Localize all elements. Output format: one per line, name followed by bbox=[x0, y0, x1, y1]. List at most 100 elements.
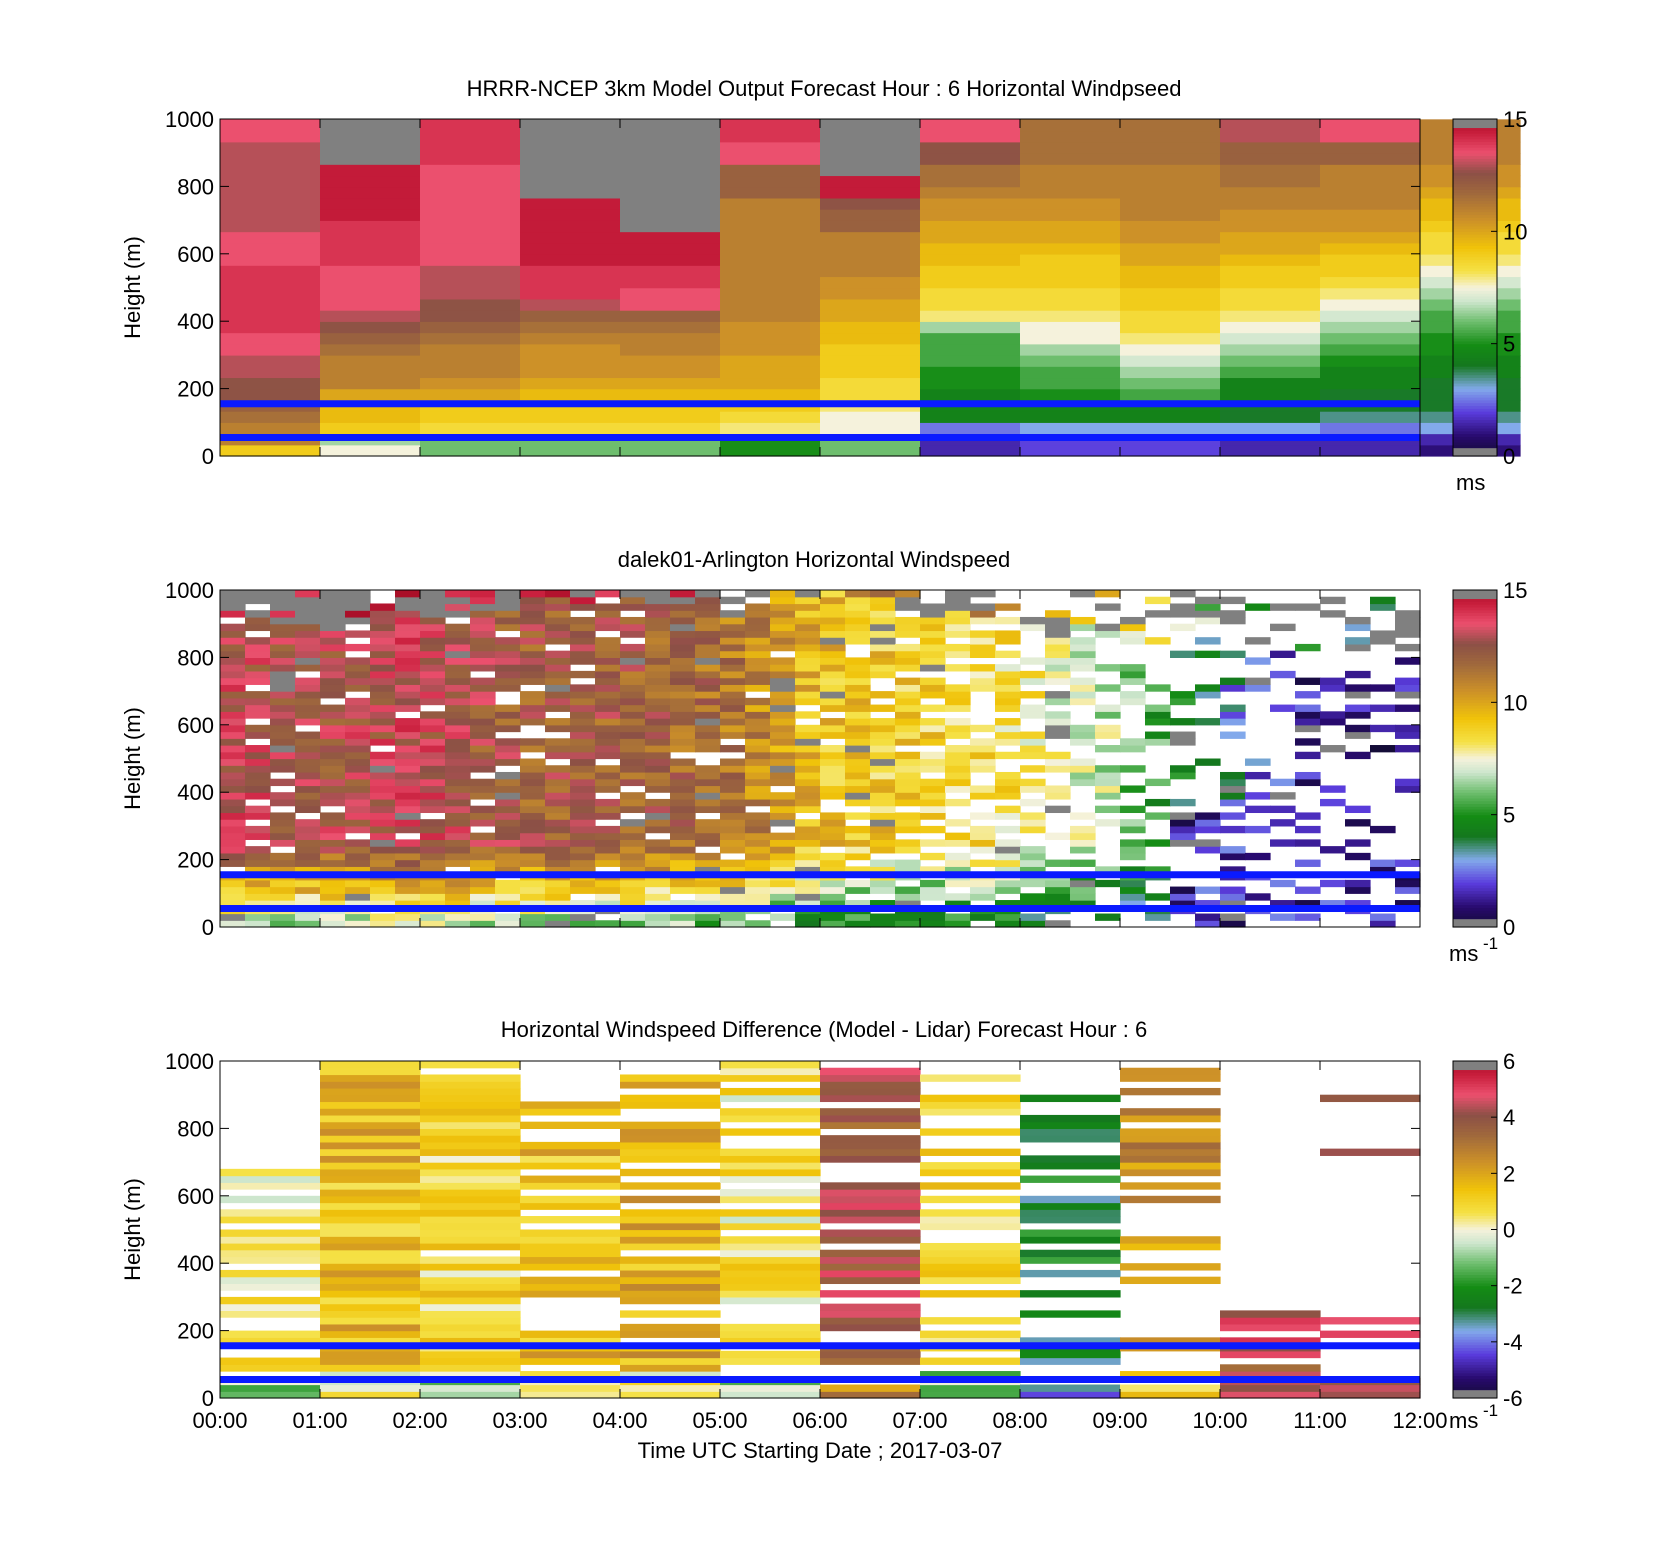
heatmap-cell bbox=[445, 691, 471, 699]
heatmap-cell bbox=[1220, 366, 1321, 379]
heatmap-cell bbox=[1295, 643, 1321, 652]
heatmap-cell bbox=[895, 623, 921, 632]
heatmap-cell bbox=[570, 704, 596, 712]
heatmap-cell bbox=[520, 1330, 621, 1338]
heatmap-cell bbox=[1220, 130, 1321, 143]
heatmap-cell bbox=[320, 785, 346, 793]
heatmap-cell bbox=[1120, 197, 1221, 210]
heatmap-cell bbox=[920, 1391, 1021, 1399]
heatmap-cell bbox=[1020, 1269, 1121, 1278]
heatmap-cell bbox=[420, 724, 446, 733]
heatmap-cell bbox=[845, 738, 871, 746]
colorbar-segment bbox=[1453, 643, 1497, 647]
heatmap-cell bbox=[620, 310, 721, 322]
heatmap-cell bbox=[1145, 718, 1171, 726]
heatmap-cell bbox=[245, 825, 271, 834]
heatmap-cell bbox=[570, 738, 596, 746]
heatmap-cell bbox=[320, 1229, 421, 1237]
heatmap-cell bbox=[620, 718, 646, 726]
heatmap-cell bbox=[745, 866, 771, 874]
heatmap-cell bbox=[220, 242, 321, 255]
heatmap-cell bbox=[870, 643, 896, 652]
colorbar-segment bbox=[1453, 1313, 1497, 1318]
heatmap-cell bbox=[870, 866, 896, 874]
colorbar-segment bbox=[1453, 1198, 1497, 1203]
heatmap-cell bbox=[895, 657, 921, 665]
colorbar-segment bbox=[1453, 321, 1497, 325]
heatmap-cell bbox=[645, 724, 671, 733]
heatmap-cell bbox=[1020, 186, 1121, 199]
heatmap-cell bbox=[945, 751, 971, 760]
heatmap-cell bbox=[420, 209, 521, 221]
heatmap-cell bbox=[795, 657, 821, 665]
heatmap-cell bbox=[245, 900, 271, 908]
colorbar-segment bbox=[1453, 814, 1497, 819]
colorbar-segment bbox=[1453, 290, 1497, 294]
heatmap-cell bbox=[1095, 778, 1121, 787]
colorbar-segment bbox=[1453, 865, 1497, 869]
heatmap-cell bbox=[1220, 197, 1321, 210]
heatmap-cell bbox=[520, 1175, 621, 1183]
colorbar-segment bbox=[1453, 324, 1497, 328]
heatmap-cell bbox=[620, 866, 646, 874]
heatmap-cell bbox=[320, 321, 421, 334]
heatmap-cell bbox=[320, 220, 421, 233]
heatmap-cell bbox=[845, 771, 871, 780]
heatmap-cell bbox=[320, 623, 346, 632]
heatmap-cell bbox=[720, 798, 746, 807]
heatmap-cell bbox=[1095, 704, 1121, 712]
heatmap-cell bbox=[320, 1108, 421, 1116]
heatmap-cell bbox=[220, 231, 321, 244]
heatmap-cell bbox=[1195, 596, 1221, 605]
heatmap-cell bbox=[920, 1094, 1021, 1103]
heatmap-cell bbox=[1370, 825, 1396, 834]
heatmap-cell bbox=[645, 596, 671, 605]
heatmap-cell bbox=[645, 805, 671, 814]
heatmap-cell bbox=[295, 738, 321, 746]
heatmap-cell bbox=[1270, 603, 1296, 611]
colorbar-unit-label: ms bbox=[1456, 470, 1485, 495]
heatmap-cell bbox=[720, 141, 821, 154]
heatmap-cell bbox=[1120, 879, 1146, 888]
heatmap-cell bbox=[720, 1168, 821, 1177]
heatmap-cell bbox=[720, 130, 821, 143]
heatmap-cell bbox=[745, 920, 771, 928]
heatmap-cell bbox=[820, 1141, 921, 1150]
heatmap-cell bbox=[570, 879, 596, 888]
heatmap-cell bbox=[920, 812, 946, 820]
colorbar-tick-label: -6 bbox=[1503, 1386, 1523, 1411]
heatmap-cell bbox=[220, 886, 246, 894]
heatmap-cell bbox=[620, 590, 646, 598]
heatmap-cell bbox=[1120, 175, 1221, 188]
colorbar-segment bbox=[1453, 231, 1497, 235]
heatmap-cell bbox=[620, 1155, 721, 1163]
heatmap-cell bbox=[1095, 603, 1121, 611]
heatmap-cell bbox=[295, 765, 321, 773]
heatmap-cell bbox=[320, 819, 346, 827]
heatmap-cell bbox=[420, 1391, 521, 1399]
heatmap-cell bbox=[1395, 677, 1421, 685]
heatmap-cell bbox=[1220, 186, 1321, 199]
heatmap-cell bbox=[420, 242, 521, 255]
colorbar-segment bbox=[1453, 192, 1497, 196]
heatmap-cell bbox=[570, 650, 596, 658]
heatmap-cell bbox=[870, 596, 896, 605]
heatmap-cell bbox=[270, 765, 296, 773]
heatmap-cell bbox=[1170, 812, 1196, 820]
heatmap-cell bbox=[220, 778, 246, 787]
colorbar-segment bbox=[1453, 133, 1497, 137]
heatmap-cell bbox=[1070, 637, 1096, 645]
heatmap-cell bbox=[1120, 637, 1146, 645]
heatmap-cell bbox=[820, 1148, 921, 1156]
heatmap-cell bbox=[670, 819, 696, 827]
heatmap-cell bbox=[695, 697, 721, 706]
heatmap-cell bbox=[470, 718, 496, 726]
heatmap-cell bbox=[1220, 310, 1321, 322]
heatmap-cell bbox=[1045, 664, 1071, 672]
heatmap-cell bbox=[820, 691, 846, 699]
heatmap-cell bbox=[870, 879, 896, 888]
heatmap-cell bbox=[795, 650, 821, 658]
heatmap-cell bbox=[645, 825, 671, 834]
heatmap-cell bbox=[220, 819, 246, 827]
heatmap-cell bbox=[395, 798, 421, 807]
